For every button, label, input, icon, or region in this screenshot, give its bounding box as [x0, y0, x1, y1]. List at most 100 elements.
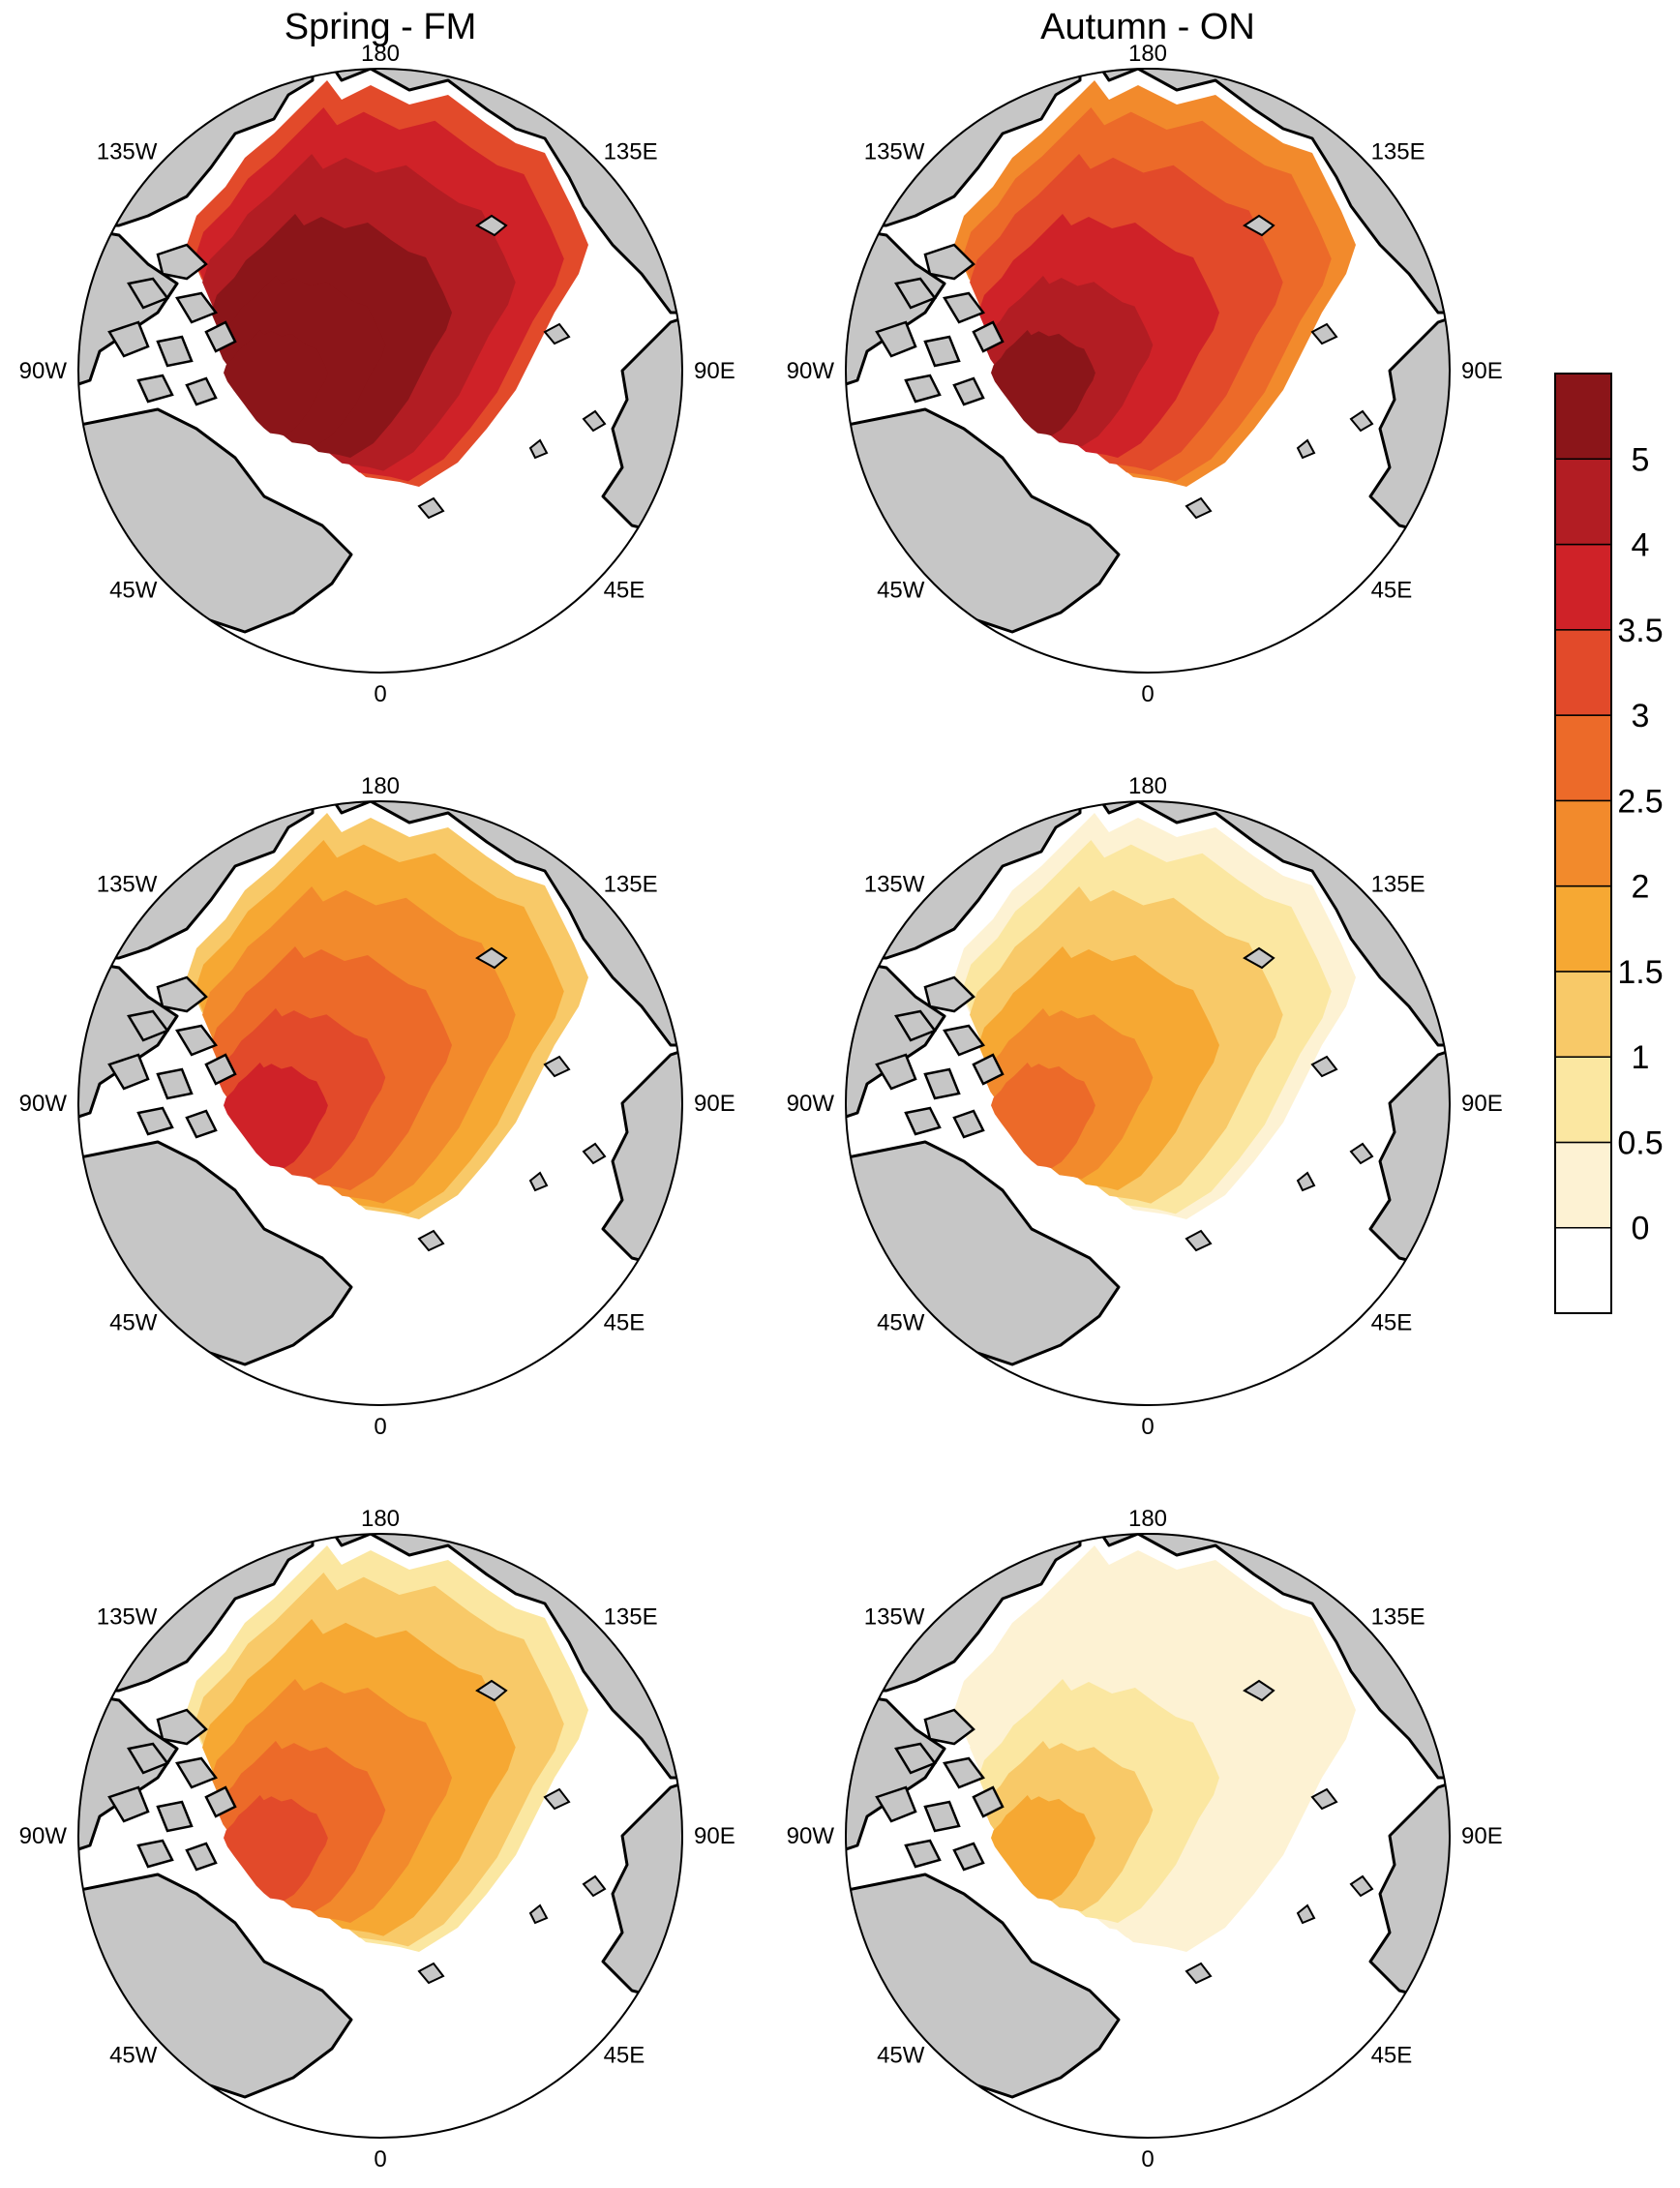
- polar-map-panel: 180 135W 135E 90W 90E 45W 45E 0: [19, 1506, 735, 2173]
- lon-label-45e: 45E: [1371, 578, 1413, 604]
- colorbar-tick-label: 0: [1632, 1211, 1650, 1247]
- lon-label-0: 0: [374, 1414, 386, 1440]
- lon-label-0: 0: [374, 2146, 386, 2173]
- colorbar-swatch: [1554, 629, 1612, 716]
- colorbar-tick-label: 4: [1632, 527, 1650, 564]
- map-boundary: [845, 68, 1451, 674]
- island: [923, 1067, 961, 1100]
- island: [1349, 1874, 1374, 1898]
- island: [475, 1679, 508, 1702]
- lon-label-135e: 135E: [604, 138, 658, 165]
- island: [204, 1053, 237, 1086]
- island: [582, 409, 607, 433]
- island: [1243, 214, 1275, 237]
- island: [127, 1009, 169, 1042]
- column-title-autumn: Autumn - ON: [1040, 7, 1255, 47]
- lon-label-135w: 135W: [97, 1604, 158, 1630]
- island: [923, 335, 961, 368]
- island: [894, 277, 937, 310]
- lon-label-180: 180: [1128, 41, 1167, 67]
- island: [943, 1024, 985, 1057]
- island: [136, 1839, 174, 1869]
- island: [127, 277, 169, 310]
- colorbar-tick-label: 1.5: [1617, 954, 1663, 991]
- island: [107, 1053, 150, 1091]
- contour-band: [224, 330, 328, 436]
- lon-label-45e: 45E: [1371, 2043, 1413, 2069]
- island: [875, 1053, 917, 1091]
- island: [156, 975, 208, 1013]
- colorbar-tick-label: 2.5: [1617, 783, 1663, 820]
- lon-label-180: 180: [361, 773, 400, 799]
- colorbar-swatch: [1554, 1141, 1612, 1229]
- lon-label-0: 0: [374, 681, 386, 707]
- lon-label-135e: 135E: [1371, 1604, 1425, 1630]
- lon-label-90e: 90E: [1461, 1823, 1503, 1849]
- island: [1310, 322, 1338, 345]
- island: [417, 496, 445, 520]
- island: [528, 1903, 549, 1925]
- lon-label-45e: 45E: [604, 578, 645, 604]
- colorbar-swatch: [1554, 971, 1612, 1058]
- landmass: [78, 1285, 169, 1405]
- island: [136, 374, 174, 404]
- island: [972, 1053, 1005, 1086]
- island: [972, 320, 1005, 353]
- lon-label-180: 180: [1128, 1506, 1167, 1532]
- colorbar-tick-label: 1: [1632, 1039, 1650, 1076]
- lon-label-0: 0: [1141, 2146, 1154, 2173]
- island: [904, 374, 942, 404]
- colorbar-tick-label: 3.5: [1617, 613, 1663, 649]
- island: [185, 1109, 218, 1139]
- island: [582, 1142, 607, 1165]
- island: [107, 320, 150, 358]
- ice-thickness-field: [187, 1545, 588, 1952]
- island: [1310, 1787, 1338, 1811]
- contour-band: [991, 1795, 1095, 1902]
- colorbar-swatch: [1554, 1226, 1612, 1314]
- island: [1243, 946, 1275, 970]
- ice-thickness-field: [954, 1545, 1356, 1952]
- lon-label-135w: 135W: [97, 138, 158, 165]
- colorbar-tick-label: 5: [1632, 441, 1650, 478]
- lon-label-90e: 90E: [694, 1823, 735, 1849]
- colorbar-swatch: [1554, 714, 1612, 802]
- lon-label-90w: 90W: [787, 358, 835, 384]
- island: [1296, 438, 1316, 460]
- island: [543, 322, 571, 345]
- colorbar-swatch: [1554, 458, 1612, 546]
- landmass: [78, 2018, 169, 2138]
- island: [528, 1171, 549, 1192]
- polar-map-panel: 180 135W 135E 90W 90E 45W 45E 0: [787, 1506, 1503, 2173]
- contour-band: [224, 1063, 328, 1169]
- lon-label-135w: 135W: [864, 1604, 925, 1630]
- island: [875, 320, 917, 358]
- island: [952, 1842, 985, 1872]
- island: [1185, 1229, 1213, 1252]
- lon-label-135w: 135W: [97, 871, 158, 897]
- column-title-spring: Spring - FM: [285, 7, 476, 47]
- island: [204, 320, 237, 353]
- island: [156, 1067, 194, 1100]
- landmass: [846, 553, 937, 673]
- island: [923, 975, 975, 1013]
- polar-map-panel: 180 135W 135E 90W 90E 45W 45E 0: [787, 41, 1503, 707]
- island: [1349, 409, 1374, 433]
- colorbar-swatch: [1554, 884, 1612, 973]
- colorbar-frame: [1554, 373, 1612, 1314]
- lon-label-90w: 90W: [19, 1091, 68, 1117]
- lon-label-135w: 135W: [864, 138, 925, 165]
- island: [1185, 1962, 1213, 1985]
- island: [875, 1785, 917, 1823]
- lon-label-90w: 90W: [787, 1823, 835, 1849]
- island: [156, 1800, 194, 1833]
- lon-label-45w: 45W: [877, 1310, 925, 1336]
- ice-thickness-field: [187, 80, 588, 487]
- island: [156, 243, 208, 281]
- contour-band: [224, 1795, 328, 1902]
- colorbar-swatch: [1554, 373, 1612, 461]
- landmass: [78, 553, 169, 673]
- lon-label-90w: 90W: [19, 1823, 68, 1849]
- island: [923, 1800, 961, 1833]
